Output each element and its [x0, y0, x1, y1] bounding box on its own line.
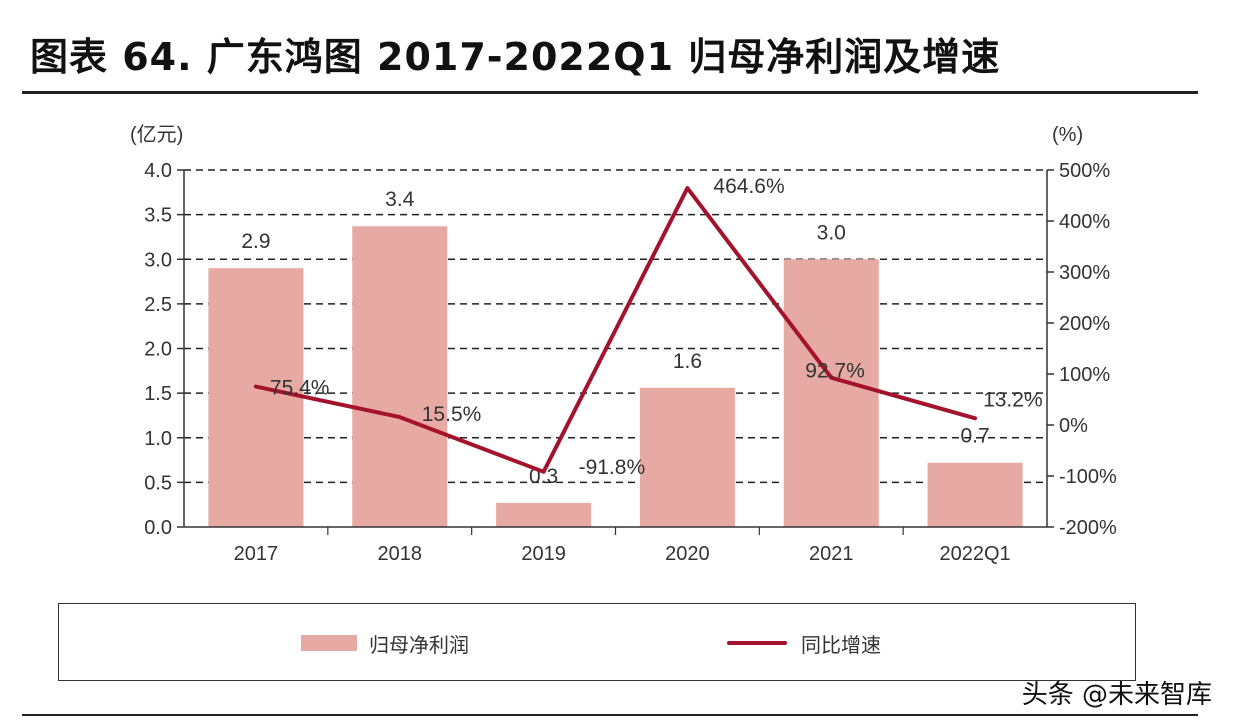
left-tick-label: 0.0	[144, 517, 172, 539]
bar-value-label: 0.7	[960, 425, 989, 448]
right-axis-unit: (%)	[1052, 124, 1083, 146]
left-tick-label: 0.5	[144, 472, 172, 494]
legend: 归母净利润 同比增速	[58, 603, 1136, 681]
bar-value-label: 1.6	[673, 350, 702, 373]
right-tick-label: 0%	[1059, 415, 1088, 437]
legend-bar-label: 归母净利润	[369, 632, 469, 657]
left-tick-label: 3.5	[144, 205, 172, 227]
growth-line	[253, 186, 978, 474]
line-value-label: 75.4%	[270, 377, 330, 400]
combo-chart: 0.0 0.5 1.0 1.5 2.0 2.5 3.0 3.5 4.0 -200% -100% 0% 1…	[130, 123, 1117, 565]
legend-bar-swatch	[301, 635, 357, 651]
x-tick-label: 2022Q1	[939, 543, 1010, 565]
bar	[927, 462, 1023, 527]
left-tick-label: 2.0	[144, 339, 172, 361]
legend-line-swatch	[727, 641, 787, 645]
chart-title: 图表 64. 广东鸿图 2017-2022Q1 归母净利润及增速	[30, 35, 1001, 79]
line-value-label: 92.7%	[805, 360, 865, 383]
x-tick-label: 2021	[809, 543, 854, 565]
left-tick-label: 2.5	[144, 294, 172, 316]
right-tick-label: 300%	[1059, 262, 1110, 284]
bar-value-label: 3.0	[817, 221, 846, 244]
left-tick-label: 4.0	[144, 160, 172, 182]
line-value-label: 15.5%	[422, 403, 482, 426]
left-tick-label: 1.5	[144, 383, 172, 405]
legend-line-label: 同比增速	[801, 632, 881, 657]
bar	[208, 268, 304, 527]
line-value-label: 13.2%	[983, 388, 1043, 411]
left-tick-label: 3.0	[144, 249, 172, 271]
bar-value-label: 3.4	[385, 188, 415, 211]
line-value-label: 464.6%	[713, 175, 784, 198]
x-tick-label: 2019	[521, 543, 566, 565]
bar	[352, 226, 448, 528]
bar-value-label: 2.9	[241, 230, 270, 253]
left-axis-unit: (亿元)	[130, 123, 183, 146]
x-tick-label: 2017	[234, 543, 279, 565]
x-tick-label: 2020	[665, 543, 710, 565]
right-tick-label: -200%	[1059, 517, 1117, 539]
line-value-label: -91.8%	[579, 456, 646, 479]
right-tick-label: 100%	[1059, 364, 1110, 386]
bar	[783, 259, 879, 527]
right-tick-label: -100%	[1059, 466, 1117, 488]
right-tick-label: 200%	[1059, 313, 1110, 335]
x-tick-label: 2018	[378, 543, 423, 565]
bottom-rule	[22, 714, 1198, 716]
left-tick-label: 1.0	[144, 428, 172, 450]
bar	[496, 502, 592, 527]
watermark: 头条 @未来智库	[1021, 680, 1212, 710]
title-rule	[22, 91, 1198, 94]
legend-item-bar: 归母净利润	[301, 604, 469, 682]
bar	[639, 387, 735, 527]
legend-item-line: 同比增速	[727, 604, 881, 682]
right-tick-label: 500%	[1059, 160, 1110, 182]
right-tick-label: 400%	[1059, 211, 1110, 233]
